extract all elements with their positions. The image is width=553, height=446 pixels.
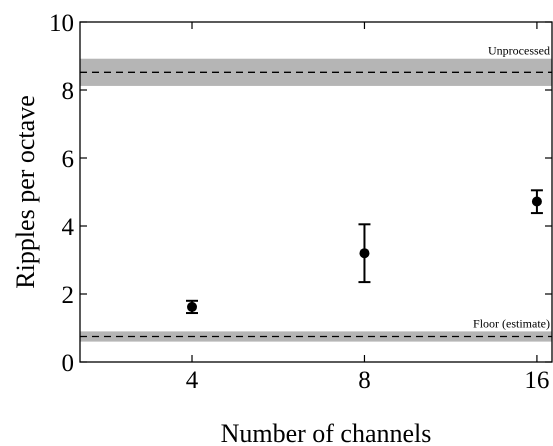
data-point bbox=[187, 301, 198, 312]
x-tick-label: 8 bbox=[358, 367, 371, 394]
plot-frame bbox=[79, 21, 553, 363]
y-tick-label: 0 bbox=[62, 350, 75, 377]
band-label-unprocessed: Unprocessed bbox=[488, 44, 550, 58]
band-label-floor-estimate: Floor (estimate) bbox=[473, 316, 550, 330]
y-tick-label: 2 bbox=[62, 282, 75, 309]
y-axis-title: Ripples per octave bbox=[11, 95, 40, 289]
x-tick-label: 16 bbox=[524, 367, 549, 394]
y-tick-label: 10 bbox=[49, 10, 74, 37]
band-floor-estimate bbox=[80, 331, 552, 342]
x-tick-label: 4 bbox=[186, 367, 199, 394]
y-tick-label: 6 bbox=[62, 146, 75, 173]
y-tick-label: 4 bbox=[62, 214, 75, 241]
y-tick-label: 8 bbox=[62, 78, 75, 105]
reference-bands: Unprocessed Floor (estimate) bbox=[80, 44, 552, 342]
axis-ticks bbox=[80, 21, 552, 363]
data-point bbox=[531, 196, 542, 207]
axis-labels: 0 2 4 6 8 10 4 8 16 bbox=[49, 10, 549, 394]
data-point bbox=[359, 248, 370, 259]
data-series bbox=[186, 189, 543, 315]
x-axis-title: Number of channels bbox=[221, 419, 432, 446]
